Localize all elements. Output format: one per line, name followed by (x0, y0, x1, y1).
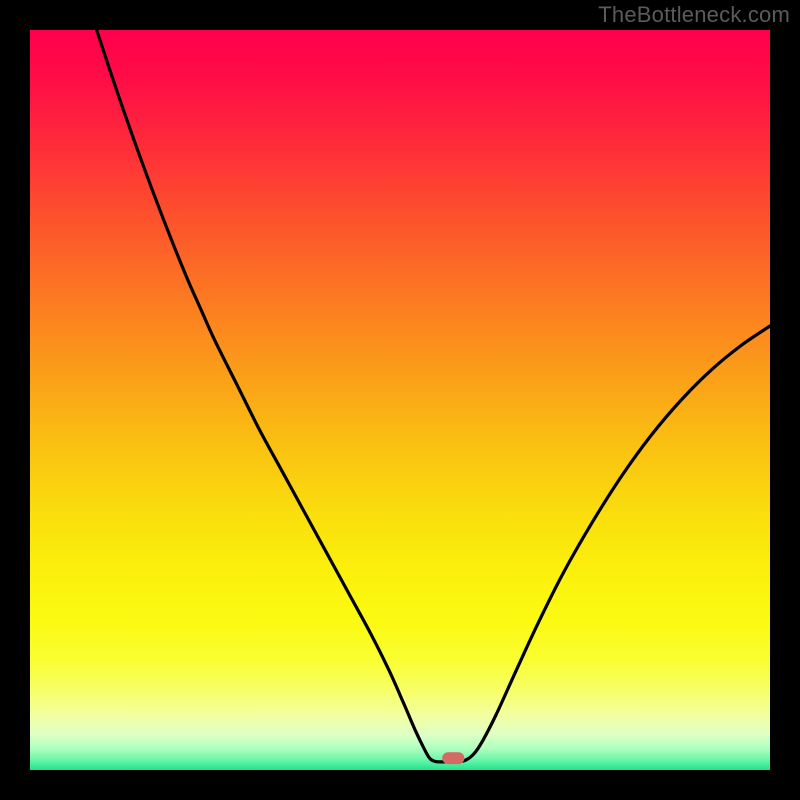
minimum-marker (442, 752, 464, 764)
chart-canvas: TheBottleneck.com (0, 0, 800, 800)
watermark-text: TheBottleneck.com (598, 2, 790, 28)
plot-area (30, 30, 770, 770)
gradient-background (30, 30, 770, 770)
